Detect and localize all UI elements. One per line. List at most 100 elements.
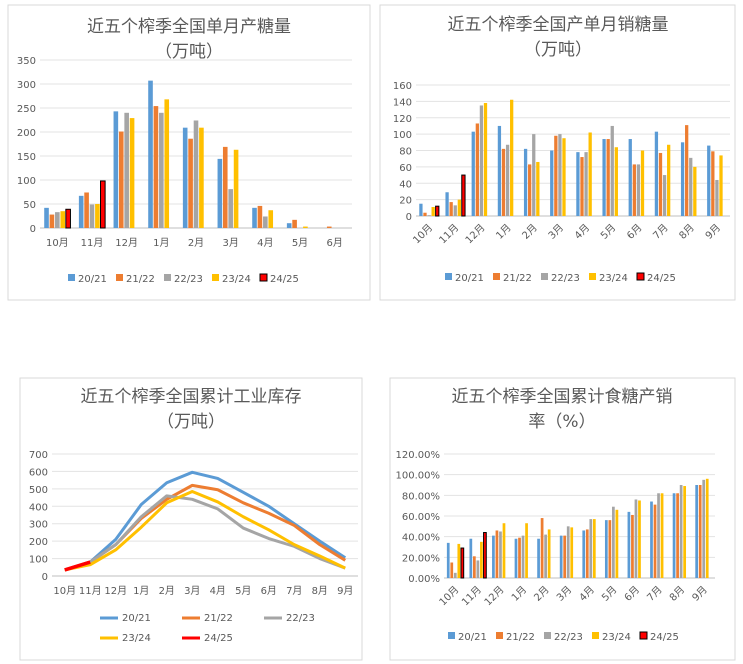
x-tick-label: 12月 xyxy=(104,585,127,597)
bar-22-23 xyxy=(636,164,641,216)
bar-21-22 xyxy=(495,530,499,578)
legend-label: 23/24 xyxy=(222,274,251,285)
y-tick-label: 20.00% xyxy=(402,553,440,564)
bar-23-24 xyxy=(457,199,461,216)
y-tick-label: 20 xyxy=(399,196,412,207)
bar-20-21 xyxy=(537,538,540,578)
legend-label: 22/23 xyxy=(174,274,203,285)
bar-22-23 xyxy=(589,519,593,578)
x-tick-label: 1月 xyxy=(133,585,149,597)
bar-22-23 xyxy=(610,125,614,216)
bar-22-23 xyxy=(499,531,502,578)
line-20-21 xyxy=(64,470,347,572)
bar-20-21 xyxy=(604,520,608,578)
bar-23-24 xyxy=(683,486,687,578)
legend-swatch xyxy=(116,274,123,281)
bar-22-23 xyxy=(662,175,667,216)
y-tick-label: 100.00% xyxy=(396,471,441,482)
chart-border xyxy=(19,377,363,661)
bar-20-21 xyxy=(113,111,119,228)
bar-23-24 xyxy=(640,150,645,216)
legend-swatch xyxy=(496,632,503,639)
y-tick-label: 0 xyxy=(30,224,36,235)
y-tick-label: 80 xyxy=(399,147,412,158)
bar-23-24 xyxy=(638,500,641,578)
bar-22-23 xyxy=(193,120,199,228)
bar-20-21 xyxy=(650,501,653,578)
bar-21-22 xyxy=(118,131,124,228)
legend-swatch xyxy=(592,632,599,639)
legend-label: 21/22 xyxy=(204,613,233,624)
x-tick-label: 6月 xyxy=(326,237,342,249)
bar-20-21 xyxy=(446,542,450,578)
x-tick-label: 12月 xyxy=(115,237,138,249)
line-23-24 xyxy=(64,489,346,572)
bar-23-24 xyxy=(457,543,461,578)
y-tick-label: 400 xyxy=(29,502,48,513)
bar-24-25 xyxy=(100,180,106,229)
bar-21-22 xyxy=(606,139,610,216)
legend-label: 23/24 xyxy=(602,632,631,643)
bar-20-21 xyxy=(471,131,475,216)
y-tick-label: 100 xyxy=(29,555,48,566)
bar-22-23 xyxy=(679,485,683,578)
bar-22-23 xyxy=(159,112,164,228)
line-22-23 xyxy=(64,494,346,572)
bar-21-22 xyxy=(518,537,521,578)
bar-20-21 xyxy=(182,127,188,228)
legend-label: 22/23 xyxy=(551,273,580,284)
bar-23-24 xyxy=(431,206,435,216)
bar-20-21 xyxy=(492,535,495,578)
bar-21-22 xyxy=(475,123,479,216)
bar-21-22 xyxy=(585,529,589,578)
y-tick-label: 150 xyxy=(17,152,36,163)
x-tick-label: 10月 xyxy=(46,237,69,249)
bar-21-22 xyxy=(222,146,228,228)
x-tick-label: 4月 xyxy=(210,585,226,597)
legend-label: 24/25 xyxy=(650,632,679,643)
bar-20-21 xyxy=(576,152,580,216)
bar-21-22 xyxy=(257,205,263,228)
x-tick-label: 11月 xyxy=(81,237,104,249)
y-tick-label: 100 xyxy=(17,176,36,187)
legend-label: 22/23 xyxy=(554,632,583,643)
bar-22-23 xyxy=(124,112,129,228)
bar-20-21 xyxy=(514,538,518,578)
y-tick-label: 80.00% xyxy=(402,491,440,502)
chart-title: 近五个榨季全国累计食糖产销 xyxy=(452,387,673,407)
bar-22-23 xyxy=(427,215,431,216)
y-tick-label: 500 xyxy=(29,485,48,496)
y-tick-label: 40.00% xyxy=(402,533,440,544)
legend-label: 20/21 xyxy=(122,613,151,624)
bar-22-23 xyxy=(228,189,233,228)
legend-swatch xyxy=(589,273,596,280)
bar-21-22 xyxy=(326,226,332,228)
bar-23-24 xyxy=(303,226,308,228)
legend-swatch xyxy=(541,273,548,280)
bar-22-23 xyxy=(689,157,693,216)
bar-21-22 xyxy=(49,214,55,228)
x-tick-label: 11月 xyxy=(79,585,102,597)
legend-swatch xyxy=(493,273,500,280)
bar-24-25 xyxy=(435,205,440,217)
legend-label: 24/25 xyxy=(204,633,233,644)
bar-23-24 xyxy=(129,118,135,228)
bar-22-23 xyxy=(558,134,562,216)
x-tick-label: 2月 xyxy=(159,585,175,597)
bar-20-21 xyxy=(550,150,554,216)
bar-21-22 xyxy=(501,148,506,216)
y-tick-label: 600 xyxy=(29,467,48,478)
bar-21-22 xyxy=(153,106,159,228)
bar-23-24 xyxy=(615,509,619,578)
x-tick-label: 10月 xyxy=(53,585,76,597)
bar-21-22 xyxy=(711,151,715,216)
bar-21-22 xyxy=(423,212,427,216)
chart-title: 近五个榨季全国累计工业库存 xyxy=(81,387,302,407)
legend-label: 21/22 xyxy=(503,273,532,284)
chart-subtitle: （万吨） xyxy=(157,412,225,432)
bar-23-24 xyxy=(233,149,239,228)
chart-2: 近五个榨季全国产单月销糖量（万吨）02040608010012014016010… xyxy=(379,4,736,301)
bar-22-23 xyxy=(532,134,536,216)
